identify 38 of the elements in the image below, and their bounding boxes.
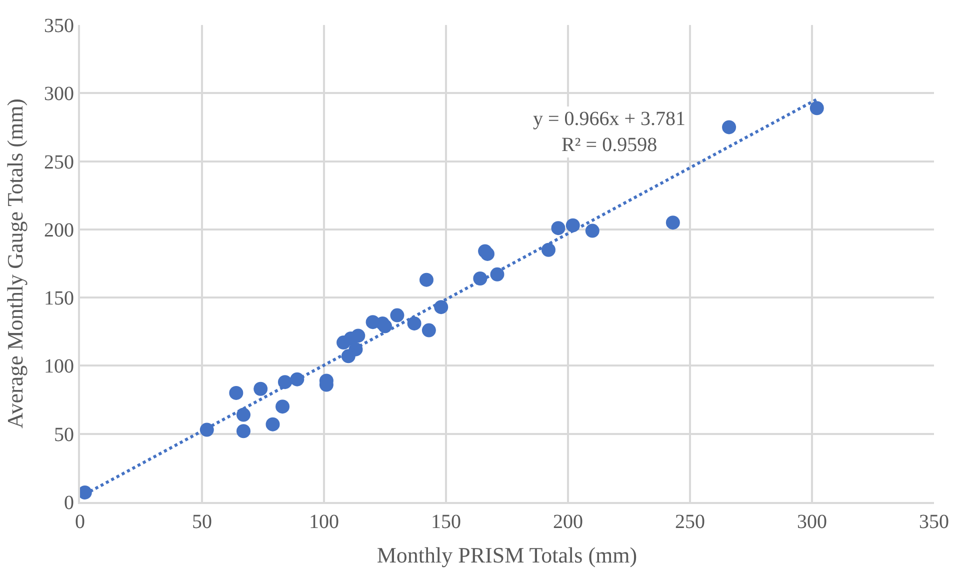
point xyxy=(236,424,250,438)
y-tick-label: 200 xyxy=(44,219,74,242)
x-tick-label: 350 xyxy=(919,511,949,533)
x-axis-title: Monthly PRISM Totals (mm) xyxy=(376,542,638,568)
point xyxy=(434,300,448,314)
point xyxy=(422,323,436,338)
point xyxy=(419,272,434,287)
point xyxy=(551,221,566,236)
x-tick-label: 50 xyxy=(192,511,212,533)
y-tick-label: 350 xyxy=(44,15,74,37)
y-tick-label: 50 xyxy=(54,424,74,446)
y-tick-label: 150 xyxy=(44,288,74,310)
point xyxy=(266,417,280,432)
annotation: y = 0.966x + 3.781 R² = 0.9598 xyxy=(533,108,686,156)
point xyxy=(390,308,404,322)
point xyxy=(722,120,736,134)
point xyxy=(276,400,290,414)
x-tick-label: 150 xyxy=(431,511,461,533)
y-axis-title: Average Monthly Gauge Totals (mm) xyxy=(2,98,28,429)
x-tick-label: 300 xyxy=(797,511,827,533)
y-tick-label: 250 xyxy=(44,151,74,174)
x-tick-label: 250 xyxy=(675,511,705,533)
point xyxy=(351,328,366,343)
x-tick-label: 200 xyxy=(553,511,583,533)
x-tick-label: 100 xyxy=(309,511,339,533)
point xyxy=(229,386,244,400)
point xyxy=(810,101,824,116)
point xyxy=(666,216,680,230)
point xyxy=(407,316,422,330)
point xyxy=(378,319,392,334)
point xyxy=(585,224,600,238)
point xyxy=(541,242,556,257)
point xyxy=(236,408,250,422)
point xyxy=(254,382,268,396)
y-tick-label: 300 xyxy=(44,83,74,106)
y-tick-label: 100 xyxy=(44,356,74,378)
y-tick-label: 0 xyxy=(64,492,74,514)
point xyxy=(480,246,494,261)
